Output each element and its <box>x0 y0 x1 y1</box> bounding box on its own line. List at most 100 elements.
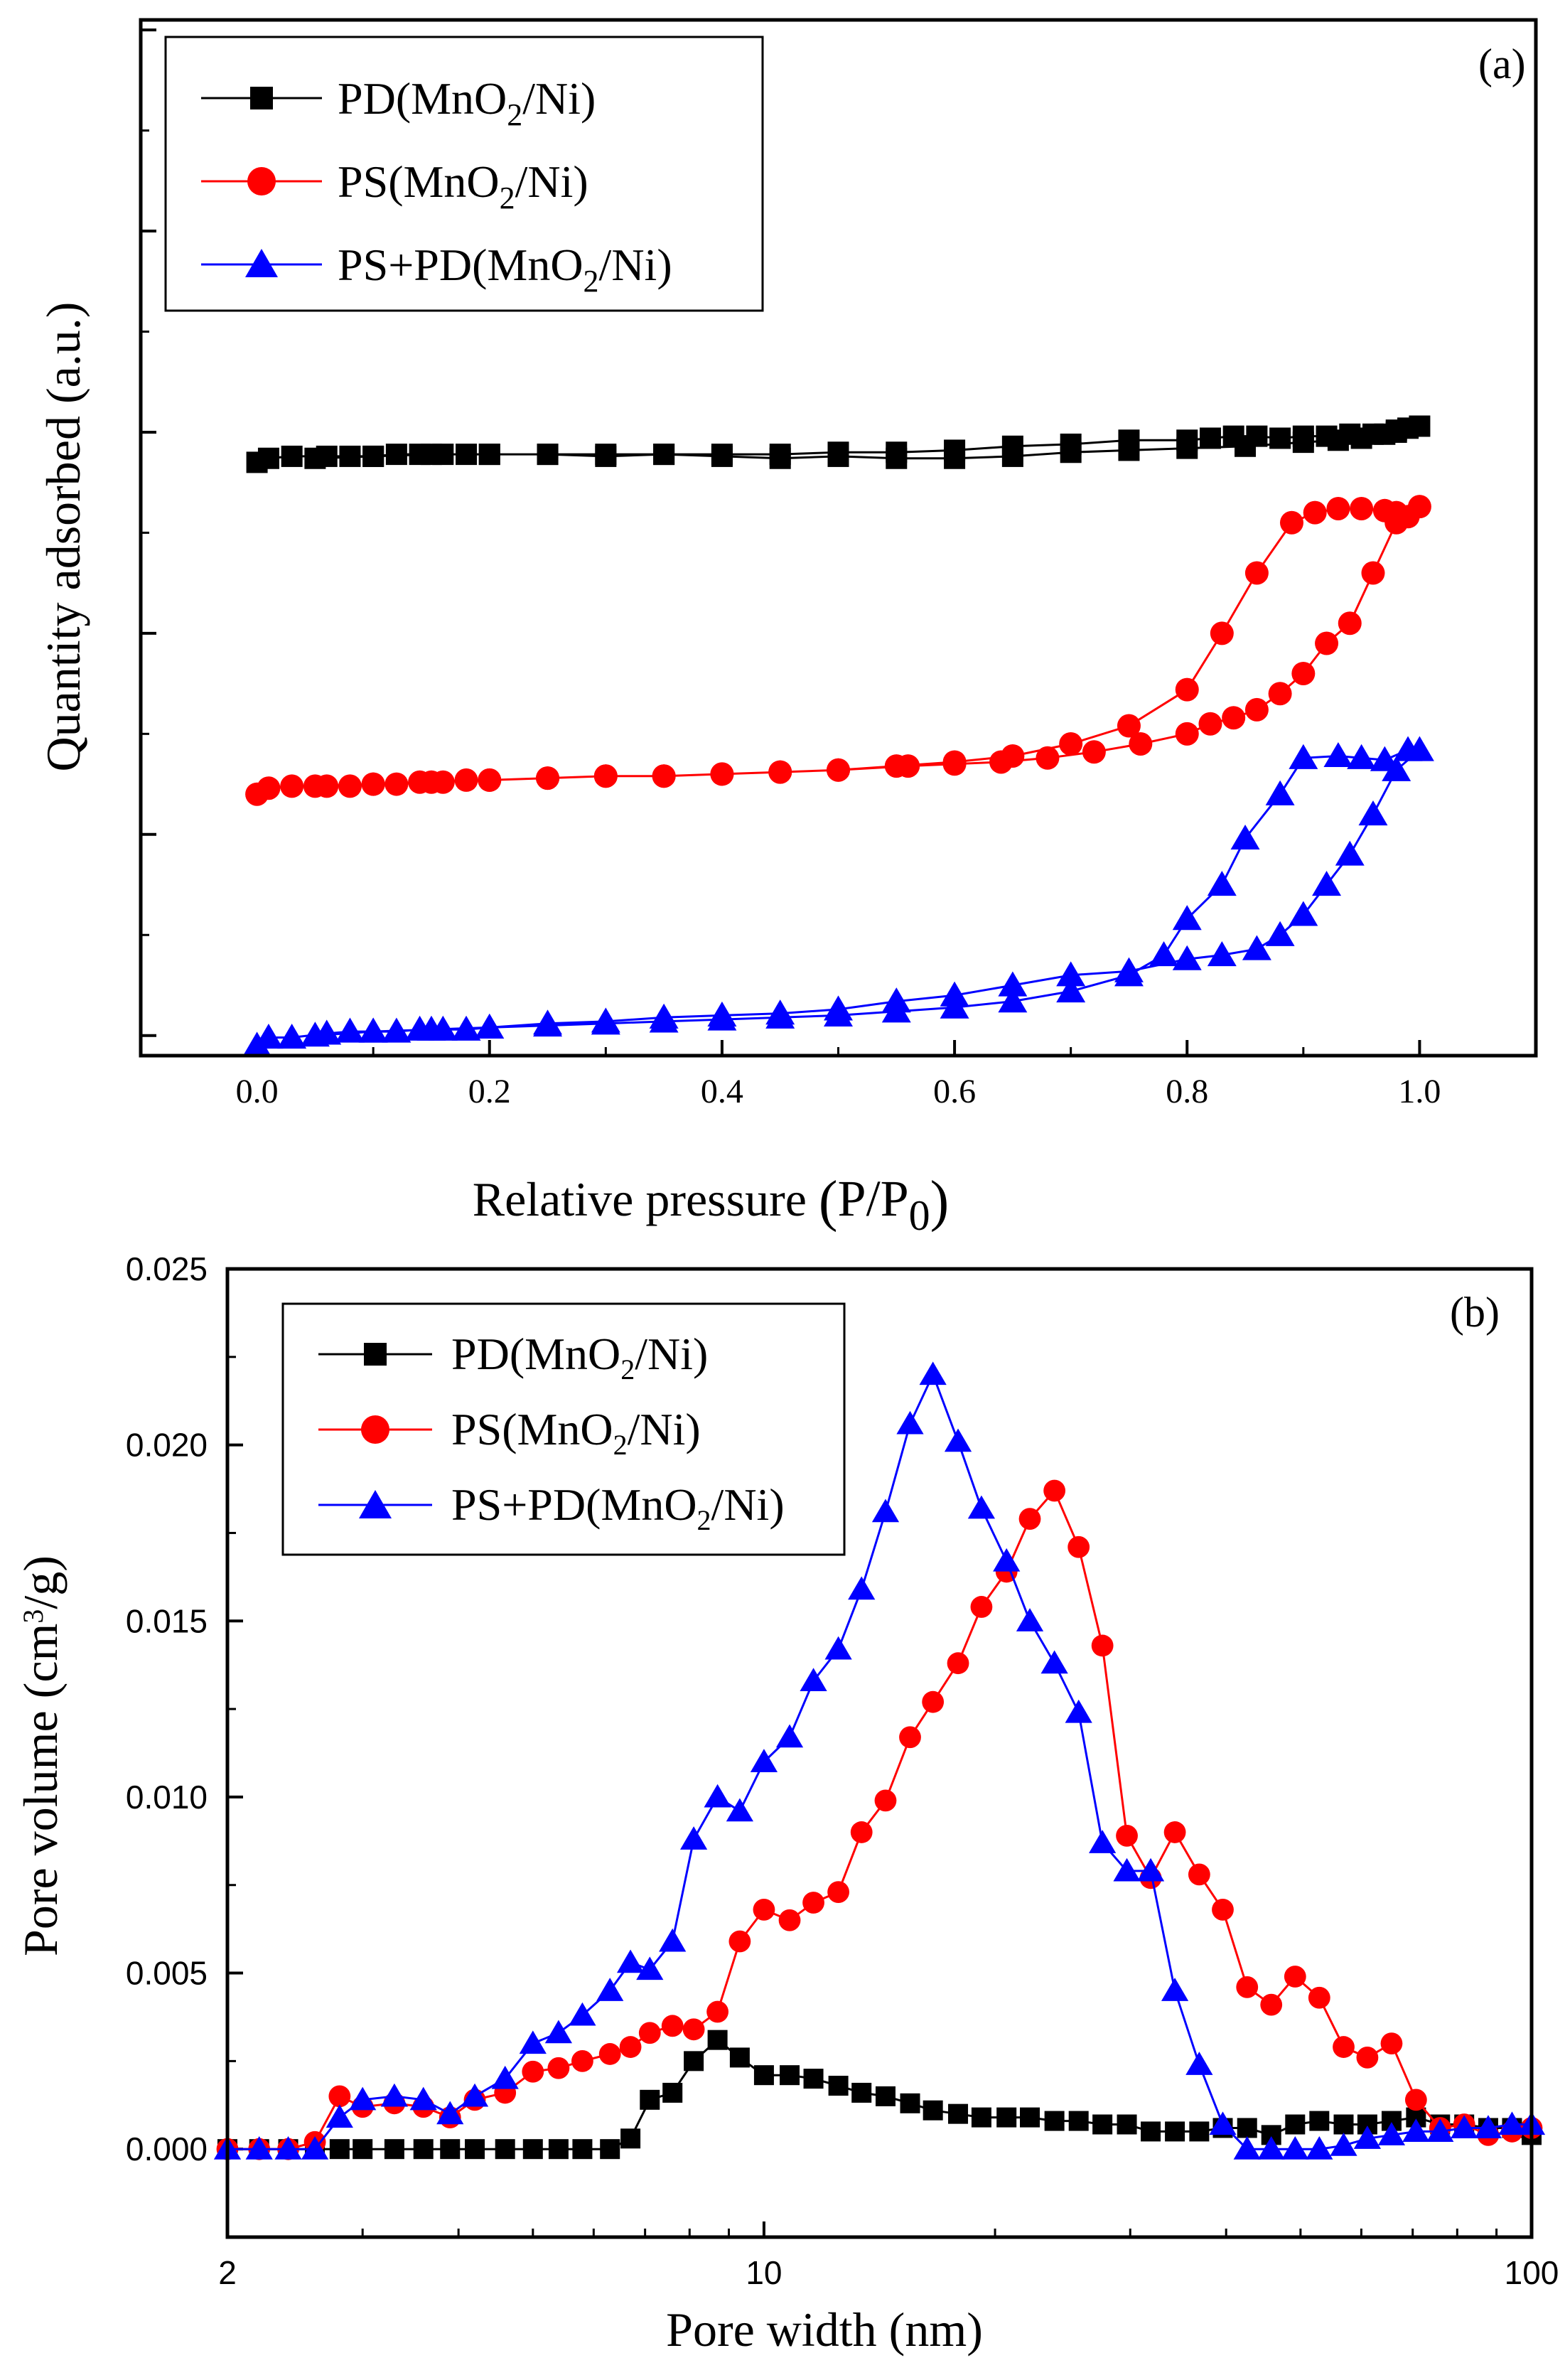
series-ps-pd-mno2-ni-point <box>533 1009 563 1035</box>
series-ps-mno2-ni-point <box>1018 1508 1041 1531</box>
series-ps-mno2-ni-point <box>1222 706 1246 730</box>
series-pd-mno2-ni-point <box>362 445 384 467</box>
series-ps-mno2-ni-point <box>1326 496 1350 520</box>
legend-post-ps: /Ni) <box>628 1404 701 1454</box>
series-ps-mno2-ni-point <box>753 1898 775 1921</box>
series-ps-mno2-ni-point <box>1067 1535 1090 1558</box>
series-ps-mno2-ni-point <box>1308 1986 1330 2009</box>
series-ps-pd-mno2-ni-point <box>349 2086 377 2111</box>
panel-b-series <box>213 1361 1546 2160</box>
series-ps-mno2-ni-point <box>571 2049 593 2072</box>
series-ps-pd-mno2-ni-point <box>519 2030 547 2054</box>
x-tick-label: 0.0 <box>236 1073 279 1110</box>
series-ps-mno2-ni-point <box>942 752 967 776</box>
legend-item-ps: PS(MnO2/Ni) <box>318 1404 701 1461</box>
y-tick-label: 0.005 <box>126 1955 208 1992</box>
series-ps-pd-mno2-ni-point <box>409 2086 437 2111</box>
series-ps-pd-mno2-ni-point <box>824 1636 852 1660</box>
series-ps-pd-mno2-ni-point <box>1330 2133 1357 2156</box>
y-tick-label: 0.010 <box>126 1779 208 1816</box>
series-ps-mno2-ni-point <box>1268 682 1292 706</box>
series-ps-pd-mno2-ni-point <box>1207 941 1237 967</box>
svg-text:PS+PD(MnO2/Ni): PS+PD(MnO2/Ni) <box>338 240 672 299</box>
panel-b-y-axis-title-sup: 3 <box>17 1609 49 1624</box>
series-pd-mno2-ni-point <box>1333 2114 1354 2135</box>
series-ps-pd-mno2-ni-point <box>1233 2135 1261 2160</box>
svg-text:PD(MnO2/Ni): PD(MnO2/Ni) <box>451 1329 708 1385</box>
series-ps-mno2-ni-point <box>1384 510 1409 535</box>
legend-post-ps: /Ni) <box>515 156 588 207</box>
series-ps-pd-mno2-ni-point <box>1113 1858 1141 1882</box>
panel-b-chart: 2 10 100 0.000 0.005 0.010 0.015 0.020 0.025 (b… <box>14 1250 1559 2357</box>
series-ps-pd-mno2-ni-point <box>335 1017 365 1043</box>
series-ps-pd-mno2-ni-point <box>824 995 853 1021</box>
series-ps-pd-mno2-ni-point <box>896 1410 924 1435</box>
legend-label-ps: PS(MnO <box>451 1404 613 1454</box>
legend-item-pd: PD(MnO2/Ni) <box>318 1329 708 1385</box>
series-ps-pd-mno2-ni-point <box>1257 2135 1285 2160</box>
legend-label-ps-pd: PS+PD(MnO <box>338 240 583 290</box>
series-ps-pd-mno2-ni-point <box>277 1024 307 1049</box>
series-ps-pd-mno2-ni-point <box>707 1001 737 1027</box>
series-pd-mno2-ni-point <box>537 444 559 466</box>
series-ps-pd-mno2-ni-point <box>1149 941 1179 967</box>
series-ps-mno2-ni-point <box>1338 611 1362 636</box>
panel-a-series <box>242 415 1434 1057</box>
series-ps-mno2-ni-point <box>619 2036 642 2058</box>
series-ps-pd-mno2-ni-point <box>1056 961 1086 987</box>
series-ps-pd-mno2-ni-point <box>944 1428 972 1452</box>
series-pd-mno2-ni-point <box>971 2107 991 2128</box>
series-ps-mno2-ni-point <box>536 766 560 790</box>
series-pd-mno2-ni-point <box>257 447 279 469</box>
series-ps-pd-mno2-ni-point <box>1312 871 1342 896</box>
series-pd-mno2-ni-point <box>753 2065 774 2086</box>
series-ps-pd-mno2-ni-point <box>881 987 911 1013</box>
series-ps-pd-mno2-ni-point <box>679 1826 708 1850</box>
series-ps-mno2-ni-point <box>1260 1993 1283 2016</box>
series-ps-mno2-ni-point <box>454 768 478 792</box>
series-pd-mno2-ni-point <box>1165 2121 1185 2142</box>
series-ps-mno2-ni-point <box>384 772 409 796</box>
series-ps-mno2-ni-point <box>547 2057 570 2079</box>
legend-sub-pd: 2 <box>620 1354 635 1385</box>
series-ps-mno2-ni-point <box>922 1690 945 1713</box>
series-ps-mno2-ni-point <box>257 776 281 800</box>
legend-label-ps: PS(MnO <box>338 156 500 207</box>
series-pd-mno2-ni-point <box>1176 429 1198 451</box>
series-ps-pd-mno2-ni-point <box>919 1361 947 1385</box>
series-ps-pd-mno2-ni-point <box>1265 780 1295 805</box>
series-ps-mno2-ni-point <box>522 2060 544 2083</box>
series-ps-mno2-ni-point <box>1380 2032 1403 2055</box>
legend-sub-ps: 2 <box>500 181 515 215</box>
panel-b-x-tick-labels: 2 10 100 <box>218 2254 1559 2291</box>
svg-text:PS(MnO2/Ni): PS(MnO2/Ni) <box>451 1404 701 1461</box>
legend-sub-pd: 2 <box>507 97 522 132</box>
series-ps-mno2-ni-point <box>1279 510 1303 535</box>
panel-b-legend: PD(MnO2/Ni) PS(MnO2/Ni) PS+PD(MnO2/Ni) <box>281 1302 846 1556</box>
series-ps-pd-mno2-ni <box>213 1361 1546 2160</box>
series-pd-mno2-ni-point <box>1189 2121 1210 2142</box>
x-tick-label: 10 <box>746 2254 782 2291</box>
series-ps-mno2-ni-point <box>638 2022 661 2044</box>
panel-b-y-axis-title-post: /g) <box>14 1555 68 1609</box>
series-ps-pd-mno2-ni-point <box>1136 1858 1165 1882</box>
series-ps-pd-mno2-ni-point <box>301 2135 329 2160</box>
series-ps-pd-mno2-ni-point <box>380 2083 409 2107</box>
series-pd-mno2-ni-point <box>1199 427 1221 449</box>
series-ps-mno2-ni-point <box>1059 731 1083 756</box>
series-ps-pd-mno2-ni-point <box>765 999 795 1025</box>
series-ps-mno2-ni-point <box>1291 661 1316 685</box>
panel-a-x-axis-title-main: Relative pressure <box>473 1172 819 1226</box>
series-ps-pd-mno2-ni-point <box>993 1548 1021 1572</box>
series-pd-mno2-ni-point <box>948 2103 969 2124</box>
series-ps-pd-mno2-ni-point <box>1265 921 1295 946</box>
x-tick-label: 1.0 <box>1398 1073 1441 1110</box>
series-ps-pd-mno2-ni-point <box>544 2020 573 2044</box>
series-ps-pd-mno2-ni-point <box>1207 871 1237 896</box>
series-ps-pd-mno2-ni-point <box>1353 2126 1382 2149</box>
series-ps-pd-mno2-ni-point <box>1426 2118 1454 2142</box>
series-ps-pd-mno2-ni-point <box>596 1978 624 2001</box>
series-ps-pd-mno2-ni-point <box>416 1015 446 1041</box>
series-ps-pd-mno2-ni-point <box>1056 977 1086 1003</box>
